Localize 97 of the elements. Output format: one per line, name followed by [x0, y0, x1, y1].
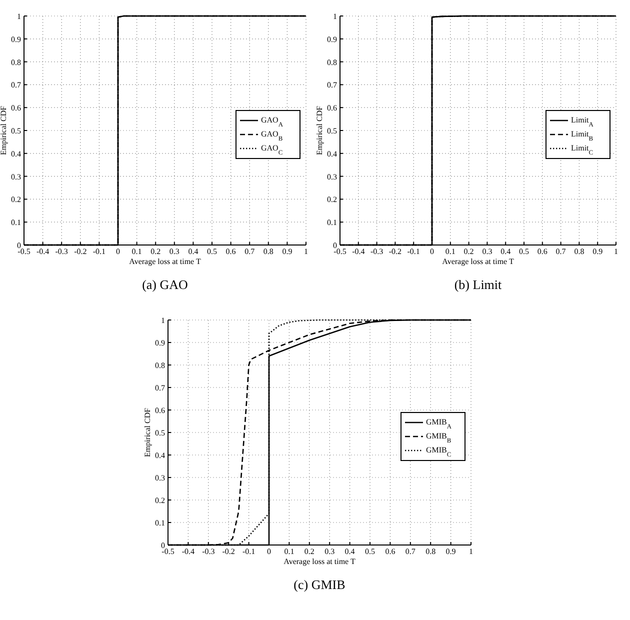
x-tick-label: 0.3 — [169, 247, 180, 256]
x-tick-label: -0.2 — [74, 247, 87, 256]
x-tick-label: 0.9 — [282, 247, 292, 256]
y-tick-label: 0.9 — [155, 338, 165, 348]
y-tick-label: 0.1 — [11, 218, 21, 228]
x-tick-label: -0.2 — [388, 247, 402, 256]
y-tick-label: 0.5 — [327, 126, 337, 136]
y-tick-label: 0.3 — [327, 172, 337, 182]
x-tick-label: 0.4 — [500, 247, 511, 256]
legend-label: Limit$_{B}$ — [571, 130, 594, 142]
x-tick-label: 0.9 — [592, 247, 603, 256]
y-tick-label: 0.7 — [327, 80, 337, 90]
x-tick-label: 0.6 — [537, 247, 548, 256]
x-tick-label: 0.3 — [482, 247, 492, 256]
y-tick-label: 0.4 — [155, 451, 165, 460]
x-tick-label: 0.1 — [132, 247, 142, 256]
y-tick-label: 0.9 — [327, 34, 337, 44]
x-tick-label: -0.3 — [55, 247, 68, 256]
y-tick-label: 0.6 — [155, 406, 165, 415]
x-tick-label: 0.6 — [385, 547, 396, 556]
legend-label: GMIB$_{A}$ — [426, 418, 452, 430]
y-tick-label: 0.8 — [155, 361, 165, 370]
x-tick-label: 0.5 — [365, 547, 375, 556]
y-tick-label: 1 — [161, 316, 165, 325]
x-tick-label: 1 — [614, 247, 618, 256]
x-tick-label: 0 — [430, 247, 434, 256]
y-tick-label: 0.4 — [327, 149, 337, 158]
x-tick-label: -0.3 — [202, 547, 215, 556]
text: (b) Limit — [454, 277, 502, 292]
y-tick-label: 0.5 — [155, 428, 165, 438]
x-tick-label: 0.8 — [574, 247, 584, 256]
y-tick-label: 0 — [333, 241, 337, 250]
x-tick-label: 0.6 — [226, 247, 236, 256]
x-tick-label: -0.5 — [18, 247, 30, 256]
x-tick-label: -0.3 — [370, 247, 384, 256]
x-tick-label: -0.1 — [407, 247, 420, 256]
x-tick-label: -0.4 — [352, 247, 365, 256]
y-tick-label: 0.3 — [155, 474, 165, 482]
x-tick-label: -0.5 — [162, 547, 174, 556]
text: (a) GAO — [142, 277, 188, 292]
y-axis-title: Empirical CDF — [0, 105, 8, 156]
legend-label: GAO$_{B}$ — [261, 130, 283, 142]
y-tick-label: 1 — [17, 12, 21, 21]
y-tick-label: 0.5 — [11, 126, 21, 136]
y-tick-label: 0.8 — [327, 58, 337, 67]
x-tick-label: 0.7 — [405, 547, 416, 556]
x-tick-label: 0.1 — [445, 247, 456, 256]
y-tick-label: 0.9 — [11, 34, 21, 44]
y-tick-label: 0.2 — [11, 195, 21, 204]
y-tick-label: 0.1 — [155, 518, 165, 528]
legend-label: Limit$_{A}$ — [571, 116, 594, 128]
x-tick-label: -0.4 — [182, 547, 195, 556]
x-axis-title: Average loss at time T — [129, 257, 201, 266]
x-tick-label: 0.7 — [556, 247, 566, 256]
y-tick-label: 0.4 — [11, 149, 21, 158]
x-tick-label: 0 — [116, 247, 120, 256]
y-tick-label: 0.6 — [11, 104, 21, 113]
x-tick-label: 0 — [267, 547, 271, 556]
x-tick-label: 0.5 — [207, 247, 217, 256]
legend-label: GAO$_{A}$ — [261, 116, 284, 128]
x-tick-label: 0.4 — [344, 547, 355, 556]
x-tick-label: -0.2 — [222, 547, 235, 556]
x-tick-label: 1 — [469, 547, 473, 556]
y-tick-label: 0.2 — [155, 496, 165, 505]
x-tick-label: -0.5 — [334, 247, 346, 256]
x-tick-label: 0.2 — [304, 547, 314, 556]
y-tick-label: 0.8 — [11, 58, 21, 67]
x-tick-label: 1 — [304, 247, 308, 256]
x-tick-label: 0.7 — [244, 247, 255, 256]
x-tick-label: 0.8 — [263, 247, 274, 256]
x-tick-label: -0.4 — [36, 247, 50, 256]
legend-label: GAO$_{C}$ — [261, 144, 283, 156]
legend-label: GMIB$_{C}$ — [426, 446, 452, 458]
y-tick-label: 0.7 — [11, 80, 21, 90]
y-tick-label: 0 — [161, 541, 165, 550]
x-tick-label: 0.4 — [188, 247, 198, 256]
legend-label: GMIB$_{B}$ — [426, 432, 452, 444]
text: (c) GMIB — [294, 577, 346, 592]
y-axis-title: Empirical CDF — [315, 105, 324, 156]
x-tick-label: -0.1 — [92, 247, 106, 256]
y-tick-label: 1 — [333, 12, 337, 21]
legend-label: Limit$_{C}$ — [571, 144, 594, 156]
x-tick-label: 0.9 — [446, 547, 456, 556]
x-tick-label: 0.1 — [284, 547, 294, 556]
y-tick-label: 0.2 — [327, 195, 337, 204]
y-tick-label: 0.1 — [327, 218, 337, 228]
y-tick-label: 0.7 — [155, 384, 165, 392]
x-tick-label: -0.1 — [242, 547, 256, 556]
x-tick-label: 0.2 — [464, 247, 474, 256]
y-tick-label: 0.6 — [327, 104, 337, 113]
x-axis-title: Average loss at time T — [284, 557, 356, 566]
x-tick-label: 0.5 — [519, 247, 529, 256]
y-tick-label: 0 — [17, 241, 21, 250]
x-tick-label: 0.8 — [426, 547, 436, 556]
x-axis-title: Average loss at time T — [442, 257, 514, 266]
y-axis-title: Empirical CDF — [143, 407, 152, 458]
y-tick-label: 0.3 — [11, 172, 21, 182]
